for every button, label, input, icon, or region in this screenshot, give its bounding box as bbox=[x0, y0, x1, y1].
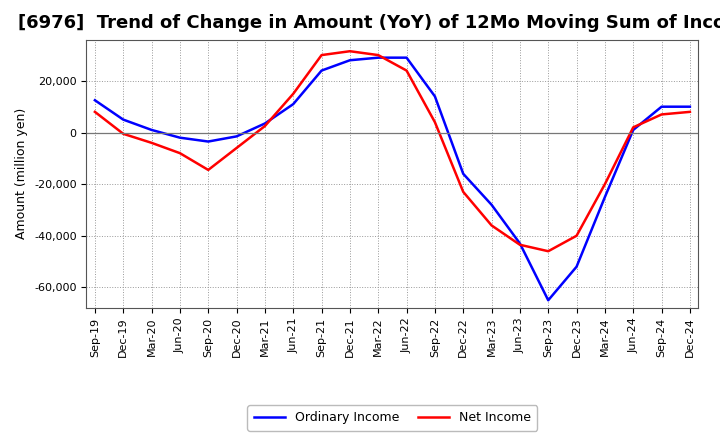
Ordinary Income bbox=[204, 139, 212, 144]
Ordinary Income bbox=[346, 58, 354, 63]
Net Income bbox=[318, 52, 326, 58]
Net Income bbox=[572, 233, 581, 238]
Net Income bbox=[261, 123, 269, 128]
Ordinary Income bbox=[600, 194, 609, 200]
Net Income bbox=[119, 131, 127, 136]
Ordinary Income bbox=[233, 134, 241, 139]
Ordinary Income bbox=[289, 102, 297, 107]
Ordinary Income bbox=[487, 202, 496, 207]
Net Income bbox=[685, 109, 694, 114]
Ordinary Income bbox=[629, 127, 637, 132]
Net Income bbox=[487, 223, 496, 228]
Ordinary Income bbox=[459, 171, 467, 176]
Net Income bbox=[459, 189, 467, 194]
Y-axis label: Amount (million yen): Amount (million yen) bbox=[16, 108, 29, 239]
Ordinary Income bbox=[176, 135, 184, 140]
Ordinary Income bbox=[402, 55, 411, 60]
Net Income bbox=[176, 150, 184, 156]
Net Income bbox=[629, 125, 637, 130]
Ordinary Income bbox=[431, 94, 439, 99]
Ordinary Income bbox=[148, 127, 156, 132]
Net Income bbox=[148, 140, 156, 146]
Net Income bbox=[600, 181, 609, 187]
Net Income bbox=[431, 120, 439, 125]
Title: [6976]  Trend of Change in Amount (YoY) of 12Mo Moving Sum of Incomes: [6976] Trend of Change in Amount (YoY) o… bbox=[18, 15, 720, 33]
Line: Ordinary Income: Ordinary Income bbox=[95, 58, 690, 300]
Net Income bbox=[91, 109, 99, 114]
Ordinary Income bbox=[91, 98, 99, 103]
Net Income bbox=[204, 167, 212, 172]
Ordinary Income bbox=[544, 297, 552, 303]
Ordinary Income bbox=[119, 117, 127, 122]
Ordinary Income bbox=[657, 104, 666, 109]
Net Income bbox=[374, 52, 382, 58]
Ordinary Income bbox=[261, 121, 269, 126]
Ordinary Income bbox=[572, 264, 581, 269]
Line: Net Income: Net Income bbox=[95, 51, 690, 251]
Net Income bbox=[346, 48, 354, 54]
Ordinary Income bbox=[318, 68, 326, 73]
Ordinary Income bbox=[516, 241, 524, 246]
Net Income bbox=[402, 68, 411, 73]
Legend: Ordinary Income, Net Income: Ordinary Income, Net Income bbox=[248, 405, 537, 431]
Net Income bbox=[657, 112, 666, 117]
Ordinary Income bbox=[374, 55, 382, 60]
Net Income bbox=[544, 249, 552, 254]
Net Income bbox=[233, 145, 241, 150]
Ordinary Income bbox=[685, 104, 694, 109]
Net Income bbox=[289, 91, 297, 96]
Net Income bbox=[516, 242, 524, 247]
